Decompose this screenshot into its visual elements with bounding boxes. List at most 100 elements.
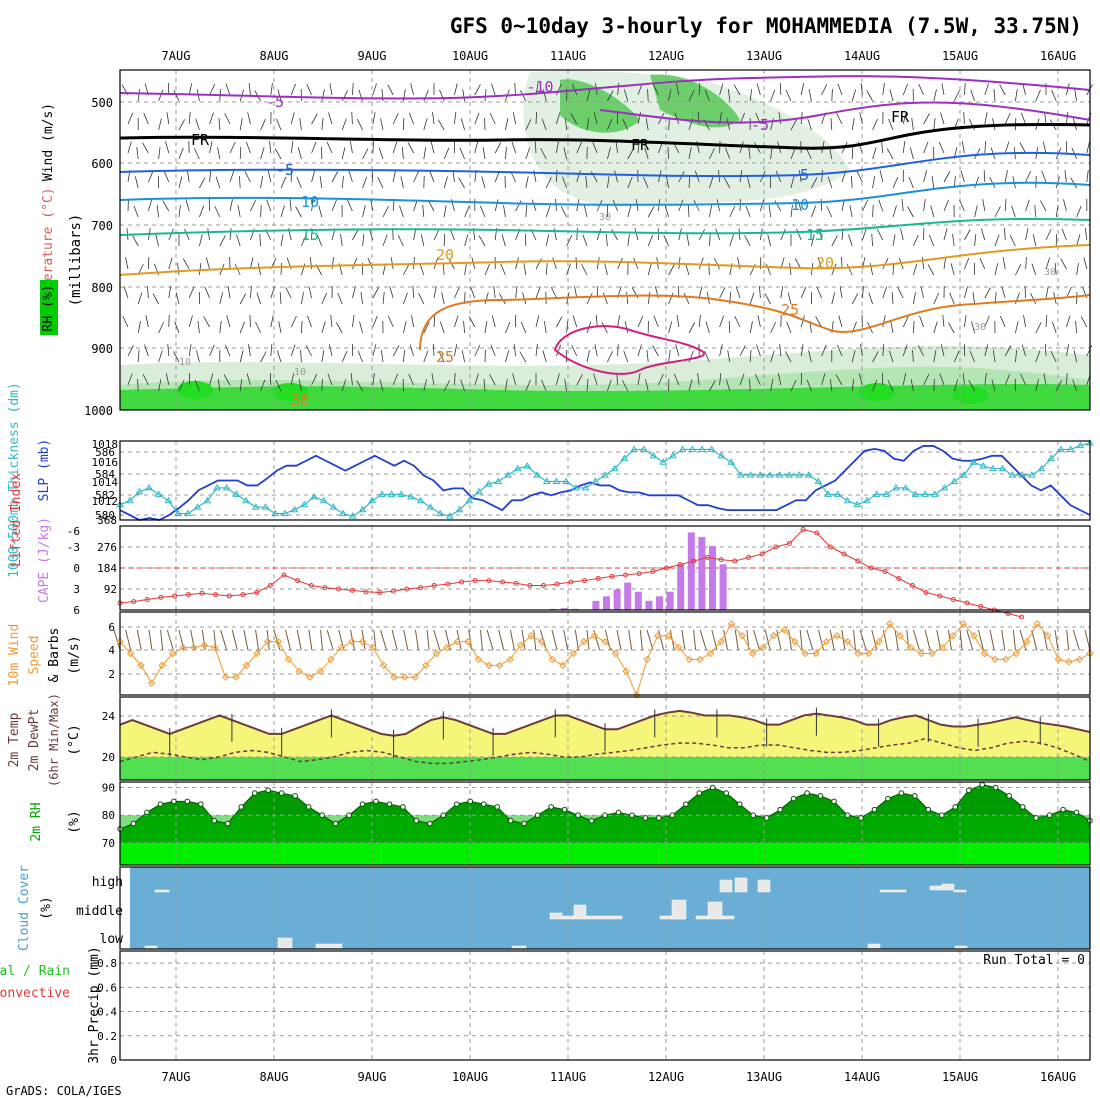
wind-barb bbox=[188, 344, 192, 357]
cloud-level-label: low bbox=[100, 932, 124, 947]
wind-barb bbox=[250, 286, 252, 299]
wind-barb bbox=[623, 89, 629, 102]
wind-barb bbox=[734, 316, 741, 328]
temp-axis-label-b: 2m DewPt bbox=[27, 709, 42, 772]
wind-barb bbox=[575, 257, 578, 270]
wind-speed-point bbox=[559, 661, 567, 670]
precip-tick-label: 0.8 bbox=[97, 957, 117, 970]
thickness-point bbox=[795, 471, 803, 478]
surface-wind-barb bbox=[788, 629, 793, 651]
wind-barb bbox=[626, 292, 629, 305]
wind-barb bbox=[379, 379, 384, 392]
wind-barb bbox=[949, 292, 955, 305]
wind-barb bbox=[879, 170, 884, 183]
wind-barb bbox=[779, 344, 782, 357]
surface-wind-barb bbox=[521, 629, 526, 651]
wind-barb bbox=[297, 147, 302, 160]
thickness-point bbox=[882, 490, 891, 497]
cape-tick-label: 368 bbox=[97, 514, 117, 527]
wind-speed-point bbox=[358, 637, 367, 646]
wind-barb bbox=[410, 83, 414, 96]
wind-barb bbox=[142, 142, 149, 154]
wind-barb bbox=[831, 88, 833, 102]
rh-point bbox=[642, 815, 649, 821]
wind-barb bbox=[1055, 205, 1059, 218]
wind-barb bbox=[835, 374, 843, 386]
bottom-date-label: 8AUG bbox=[260, 1070, 289, 1084]
wind-barb bbox=[888, 350, 894, 363]
wind-barb bbox=[168, 286, 172, 299]
wind-barb bbox=[370, 199, 374, 212]
wind-speed-point bbox=[548, 655, 556, 664]
wind-speed-point bbox=[538, 637, 546, 646]
wind-barb bbox=[1066, 83, 1070, 96]
wind-barb bbox=[285, 287, 292, 299]
thickness-point bbox=[445, 512, 454, 519]
wind-barb bbox=[948, 322, 955, 334]
wind-speed-point bbox=[590, 632, 599, 640]
run-total-label: Run Total = 0 bbox=[983, 953, 1085, 968]
bottom-date-axis: 7AUG 8AUG 9AUG 10AUG 11AUG 12AUG 13AUG 14AUG 15A… bbox=[162, 1070, 1077, 1084]
wind-barb bbox=[155, 234, 159, 247]
li-point bbox=[745, 555, 751, 560]
wind-speed-point bbox=[179, 643, 187, 652]
wind-barb bbox=[574, 286, 578, 299]
li-point bbox=[158, 594, 164, 600]
wind-speed-point bbox=[348, 637, 356, 646]
wind-barb bbox=[392, 112, 399, 125]
li-point bbox=[759, 551, 765, 557]
wind-barb bbox=[719, 344, 723, 357]
surface-wind-barb bbox=[380, 629, 387, 651]
wind-barb bbox=[785, 351, 792, 363]
wind-barb bbox=[1061, 228, 1067, 241]
wind-barb bbox=[260, 204, 262, 218]
wind-barb bbox=[229, 199, 233, 212]
wind-barb bbox=[142, 374, 149, 386]
li-point bbox=[486, 578, 492, 584]
cloud-level-label: middle bbox=[76, 904, 123, 919]
wind-barb bbox=[729, 205, 736, 218]
surface-wind-barb bbox=[296, 629, 302, 651]
wind-barb bbox=[352, 229, 359, 241]
wind-barb bbox=[367, 257, 374, 270]
wind-barb bbox=[826, 205, 833, 218]
li-point bbox=[199, 590, 205, 596]
wind-barb bbox=[505, 321, 511, 334]
wind-barb bbox=[572, 315, 578, 328]
wind-barb bbox=[994, 206, 1001, 218]
wind-barb bbox=[123, 286, 129, 299]
wind-barb bbox=[709, 147, 715, 160]
wind-barb bbox=[460, 379, 465, 392]
wind-barb bbox=[770, 147, 773, 160]
wind-barb bbox=[178, 379, 185, 392]
wind-barb bbox=[392, 170, 396, 183]
cape-tick-label: 92 bbox=[104, 583, 117, 596]
wind-barb bbox=[709, 234, 711, 247]
wind-barb bbox=[237, 205, 241, 218]
wind-barb bbox=[683, 292, 690, 305]
thickness-tick-label: 584 bbox=[95, 468, 115, 481]
cape-bar bbox=[698, 536, 706, 610]
li-point bbox=[1019, 614, 1025, 620]
wind-barb bbox=[621, 380, 629, 392]
wind-barb bbox=[748, 147, 751, 160]
wind-barb bbox=[642, 176, 649, 189]
wind-barb bbox=[907, 206, 914, 218]
wind-barb bbox=[321, 378, 323, 392]
wind-barb bbox=[209, 141, 213, 154]
wind-speed-point bbox=[263, 637, 272, 646]
wind-barb bbox=[902, 83, 909, 96]
wind-barb bbox=[432, 112, 435, 125]
thickness-point bbox=[1027, 471, 1036, 478]
rh-axis-label-units: (%) bbox=[67, 810, 82, 833]
wind-barb bbox=[199, 177, 206, 189]
li-point bbox=[308, 583, 314, 588]
wind-barb bbox=[1015, 264, 1022, 276]
wind-barb bbox=[719, 287, 726, 299]
wind-barb bbox=[380, 118, 384, 131]
wind-barb bbox=[349, 141, 353, 154]
thickness-point bbox=[513, 464, 522, 472]
wind-barb bbox=[1004, 345, 1012, 357]
wind-speed-point bbox=[843, 637, 852, 646]
wind-speed-point bbox=[632, 691, 641, 699]
